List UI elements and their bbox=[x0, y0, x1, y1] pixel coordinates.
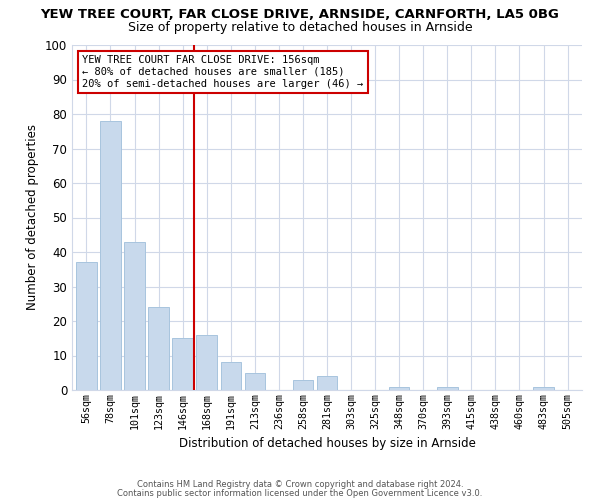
Bar bbox=[317, 376, 337, 390]
Bar bbox=[221, 362, 241, 390]
Bar bbox=[124, 242, 145, 390]
Text: Size of property relative to detached houses in Arnside: Size of property relative to detached ho… bbox=[128, 21, 472, 34]
Bar bbox=[76, 262, 97, 390]
X-axis label: Distribution of detached houses by size in Arnside: Distribution of detached houses by size … bbox=[179, 437, 475, 450]
Bar bbox=[245, 373, 265, 390]
Bar bbox=[100, 121, 121, 390]
Y-axis label: Number of detached properties: Number of detached properties bbox=[26, 124, 40, 310]
Bar bbox=[196, 335, 217, 390]
Text: Contains HM Land Registry data © Crown copyright and database right 2024.: Contains HM Land Registry data © Crown c… bbox=[137, 480, 463, 489]
Bar bbox=[148, 307, 169, 390]
Text: Contains public sector information licensed under the Open Government Licence v3: Contains public sector information licen… bbox=[118, 488, 482, 498]
Bar bbox=[172, 338, 193, 390]
Bar bbox=[293, 380, 313, 390]
Bar bbox=[437, 386, 458, 390]
Text: YEW TREE COURT FAR CLOSE DRIVE: 156sqm
← 80% of detached houses are smaller (185: YEW TREE COURT FAR CLOSE DRIVE: 156sqm ←… bbox=[82, 56, 364, 88]
Bar bbox=[389, 386, 409, 390]
Bar bbox=[533, 386, 554, 390]
Text: YEW TREE COURT, FAR CLOSE DRIVE, ARNSIDE, CARNFORTH, LA5 0BG: YEW TREE COURT, FAR CLOSE DRIVE, ARNSIDE… bbox=[41, 8, 559, 20]
